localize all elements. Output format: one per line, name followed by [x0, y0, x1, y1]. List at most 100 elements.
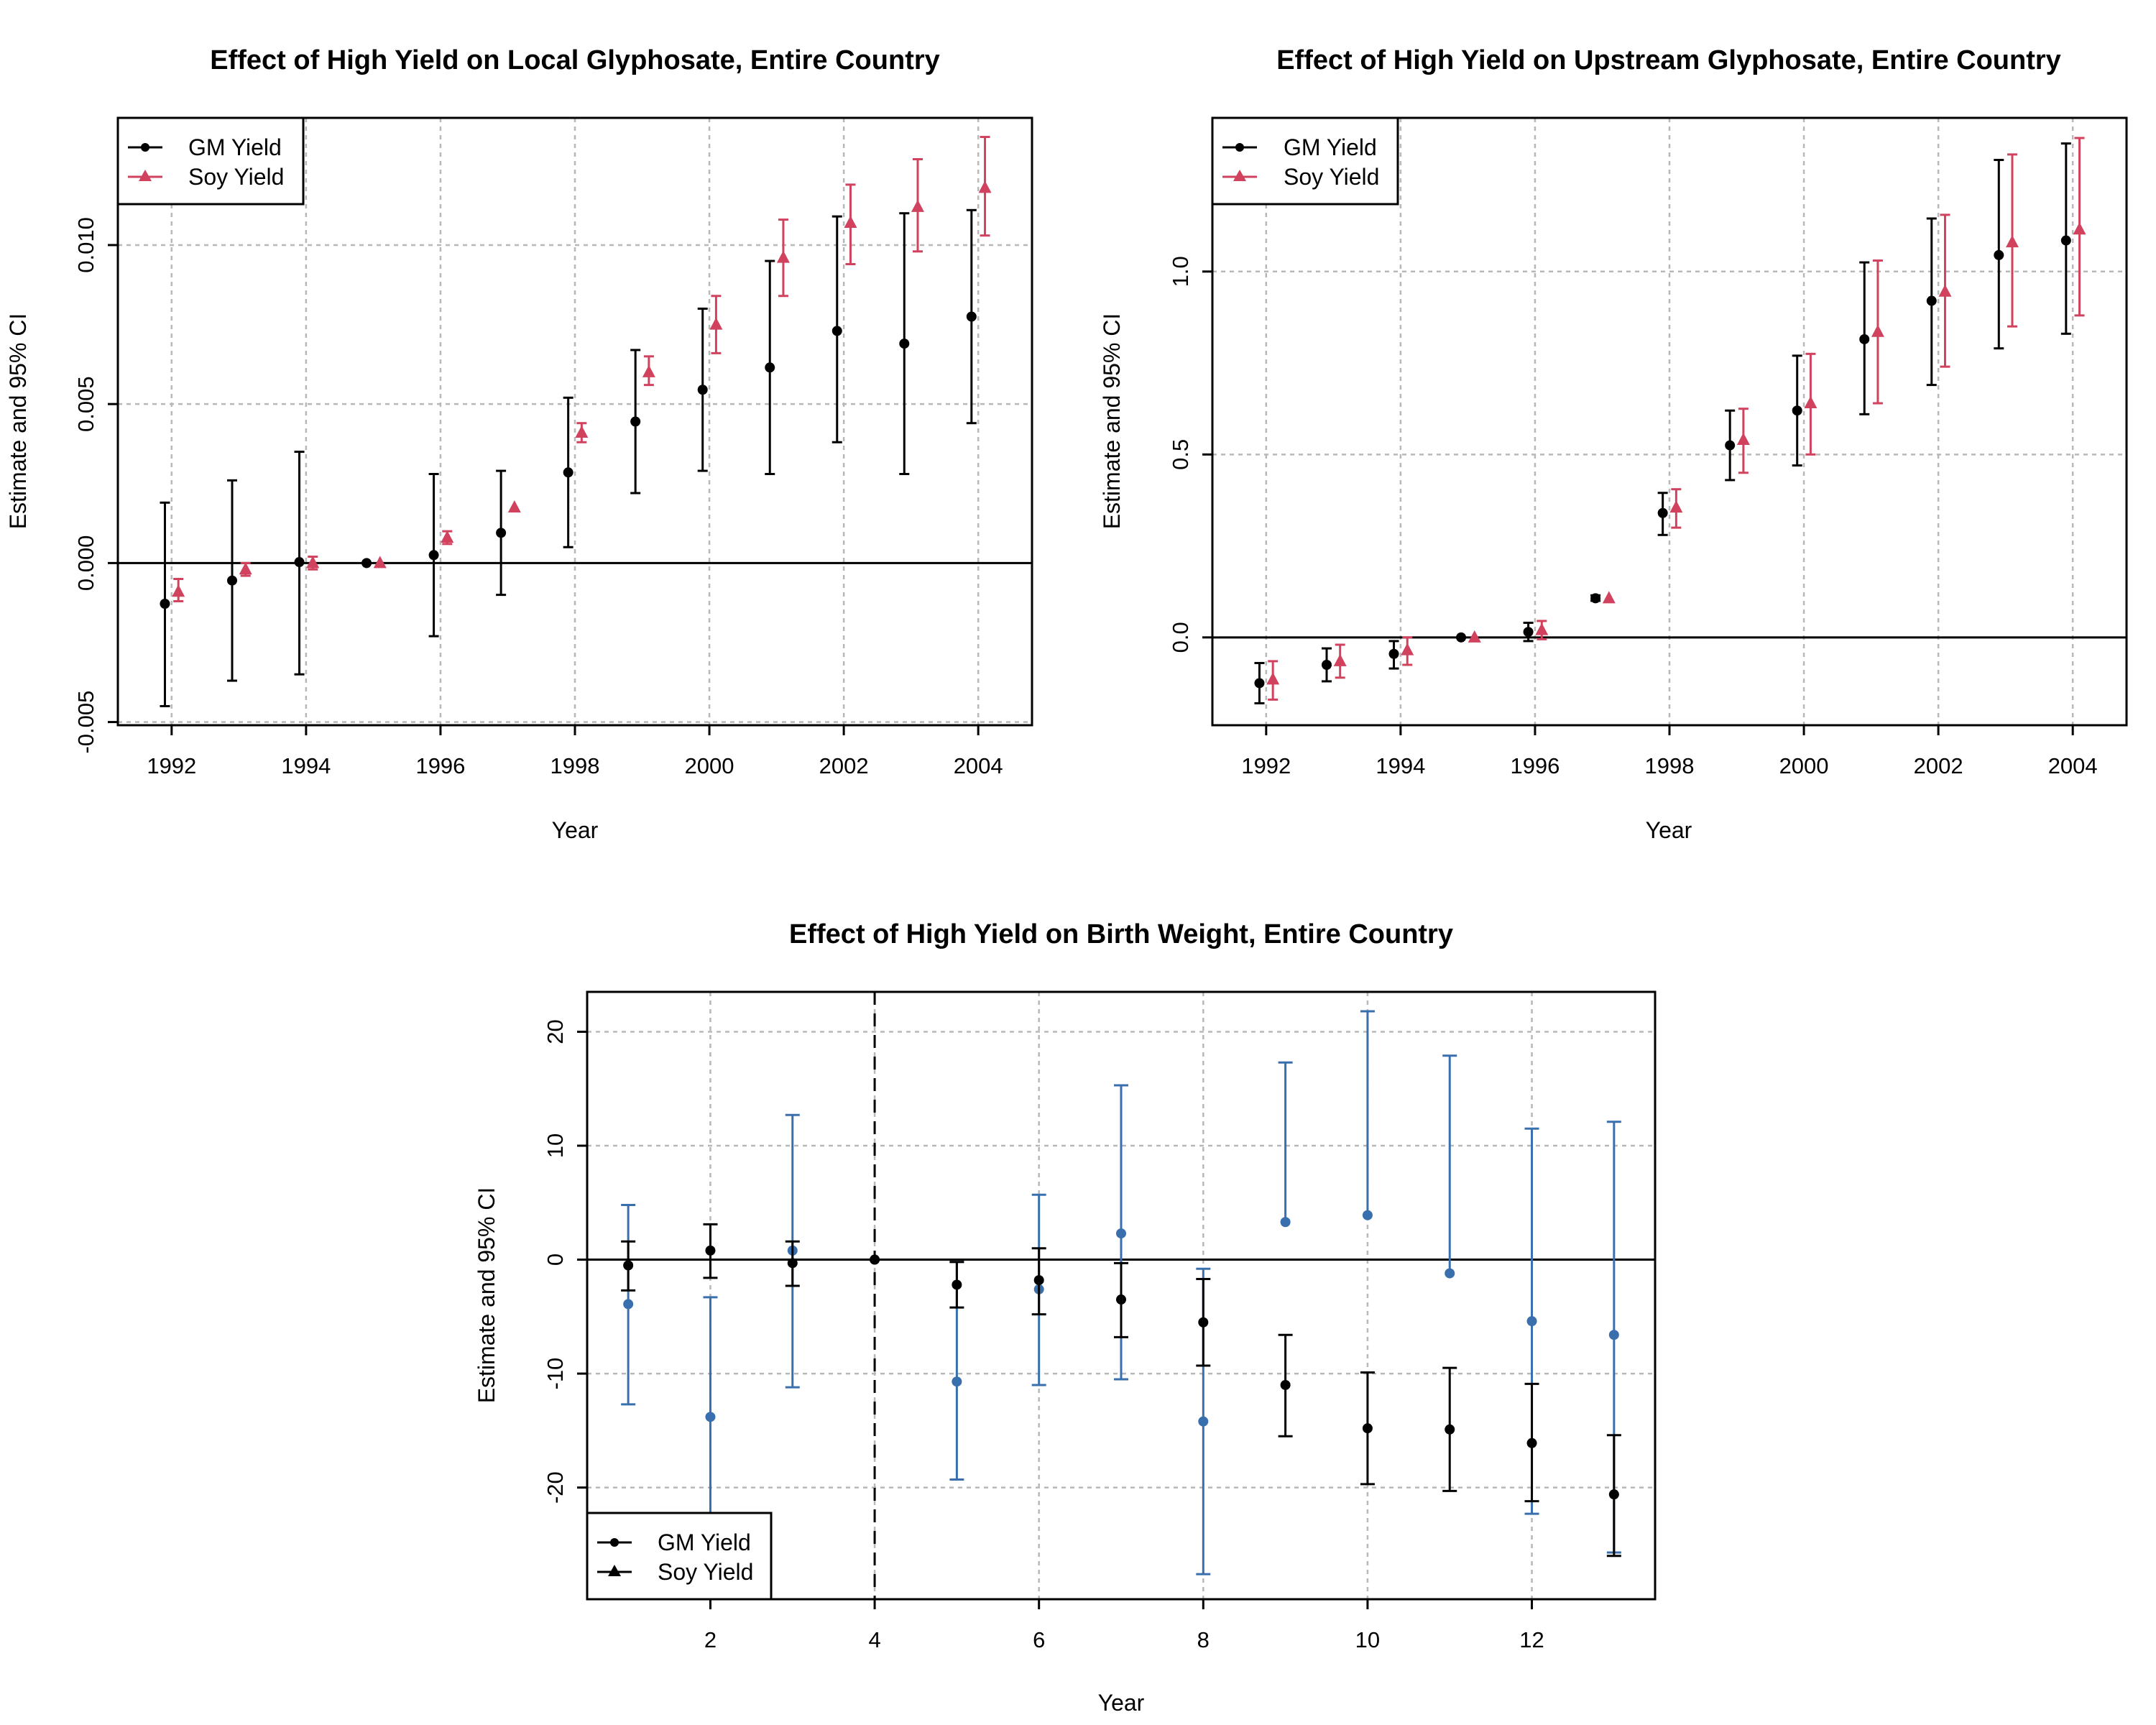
chart-title: Effect of High Yield on Local Glyphosate… [210, 45, 940, 75]
data-point-circle [831, 326, 842, 336]
x-tick-label: 2004 [2048, 753, 2098, 778]
data-point-circle [1033, 1275, 1044, 1286]
data-point-circle [1322, 660, 1332, 671]
data-point-triangle [1535, 622, 1549, 635]
data-point-circle [1523, 627, 1534, 638]
data-point-circle [227, 575, 237, 586]
x-axis-label: Year [1646, 817, 1692, 843]
y-tick-label: 0.010 [73, 217, 98, 273]
data-point-triangle [1468, 630, 1481, 643]
y-tick-label: -20 [543, 1471, 568, 1504]
data-point-circle [1526, 1438, 1537, 1448]
data-marks [621, 1010, 1621, 1601]
data-point-triangle [507, 500, 521, 512]
chart-title: Effect of High Yield on Upstream Glyphos… [1276, 45, 2061, 75]
x-tick-label: 10 [1355, 1627, 1380, 1652]
data-point-circle [705, 1412, 716, 1422]
data-point-circle [294, 557, 305, 568]
legend-circle-marker [610, 1538, 619, 1547]
data-point-triangle [306, 556, 320, 569]
data-point-circle [1725, 440, 1736, 451]
grid [118, 118, 1032, 725]
data-point-circle [1254, 678, 1265, 689]
data-point-circle [361, 558, 372, 569]
data-point-circle [1198, 1317, 1209, 1328]
data-point-triangle [2006, 235, 2019, 248]
data-point-circle [765, 362, 775, 373]
x-tick-label: 1992 [147, 753, 196, 778]
data-point-circle [1280, 1217, 1291, 1228]
data-point-circle [952, 1279, 962, 1290]
legend: GM Yield Soy Yield [586, 1512, 773, 1601]
data-point-circle [1445, 1268, 1455, 1279]
legend-item-gm-yield: GM Yield [128, 134, 282, 160]
data-point-triangle [978, 180, 992, 193]
y-tick-label: 1.0 [1168, 256, 1193, 287]
data-point-circle [1859, 334, 1870, 344]
x-tick-label: 1996 [415, 753, 465, 778]
legend-item-gm-yield: GM Yield [597, 1530, 751, 1555]
data-point-triangle [1333, 653, 1347, 666]
data-point-circle [630, 416, 641, 427]
legend-triangle-marker [608, 1565, 621, 1576]
y-tick-label: 0.000 [73, 535, 98, 592]
x-tick-label: 2000 [685, 753, 734, 778]
chart-upstream-glyphosate: Effect of High Yield on Upstream Glyphos… [1099, 45, 2128, 843]
data-point-triangle [1804, 396, 1818, 409]
x-axis: 1992 1994 1996 1998 2000 2002 2004 [1241, 725, 2098, 778]
data-point-circle [952, 1376, 962, 1387]
data-point-triangle [1401, 643, 1414, 656]
legend-label: Soy Yield [658, 1559, 753, 1585]
data-point-triangle [2073, 222, 2086, 235]
data-point-triangle [1938, 284, 1952, 297]
data-point-circle [1657, 507, 1668, 518]
data-point-circle [1994, 249, 2004, 260]
y-axis: -0.005 0.000 0.005 0.010 [73, 217, 118, 754]
legend: GM Yield Soy Yield [116, 116, 305, 206]
data-point-triangle [911, 199, 924, 212]
legend-box [116, 116, 305, 206]
legend-item-gm-yield: GM Yield [1222, 134, 1377, 160]
data-point-circle [563, 467, 573, 478]
x-axis-label: Year [1098, 1690, 1145, 1716]
x-tick-label: 8 [1197, 1627, 1210, 1652]
data-point-circle [623, 1299, 634, 1310]
plot-frame [586, 990, 1657, 1601]
legend-box [1211, 116, 1399, 206]
chart-local-glyphosate: Effect of High Yield on Local Glyphosate… [5, 45, 1033, 843]
data-point-circle [428, 550, 439, 561]
y-tick-label: 0.005 [73, 376, 98, 432]
x-tick-label: 1998 [550, 753, 600, 778]
data-point-circle [1456, 632, 1467, 643]
y-axis-label: Estimate and 95% CI [5, 313, 31, 530]
data-point-triangle [441, 530, 454, 543]
y-axis-label: Estimate and 95% CI [474, 1187, 499, 1404]
data-point-circle [1388, 648, 1399, 659]
data-point-circle [966, 311, 977, 322]
y-axis: 0.0 0.5 1.0 [1168, 256, 1212, 653]
data-point-circle [1280, 1379, 1291, 1390]
y-tick-label: -10 [543, 1358, 568, 1390]
data-point-circle [1362, 1210, 1373, 1220]
legend-circle-marker [141, 143, 149, 152]
data-point-triangle [1602, 591, 1616, 604]
y-tick-label: 0 [543, 1254, 568, 1266]
y-axis: -20 -10 0 10 20 [543, 1019, 587, 1504]
data-point-circle [870, 1254, 880, 1265]
data-point-triangle [1266, 672, 1280, 685]
data-point-triangle [1669, 500, 1683, 513]
x-tick-label: 2000 [1779, 753, 1829, 778]
grid [1212, 118, 2127, 725]
data-point-circle [1445, 1424, 1455, 1435]
x-tick-label: 4 [868, 1627, 880, 1652]
x-tick-label: 2002 [819, 753, 869, 778]
data-point-triangle [709, 317, 723, 330]
data-point-triangle [575, 425, 589, 438]
y-axis-label: Estimate and 95% CI [1099, 313, 1125, 530]
data-point-circle [1116, 1228, 1126, 1239]
x-tick-label: 2 [704, 1627, 717, 1652]
legend-item-soy-yield: Soy Yield [1222, 164, 1379, 190]
data-point-circle [1792, 405, 1802, 416]
legend-item-soy-yield: Soy Yield [597, 1559, 753, 1585]
